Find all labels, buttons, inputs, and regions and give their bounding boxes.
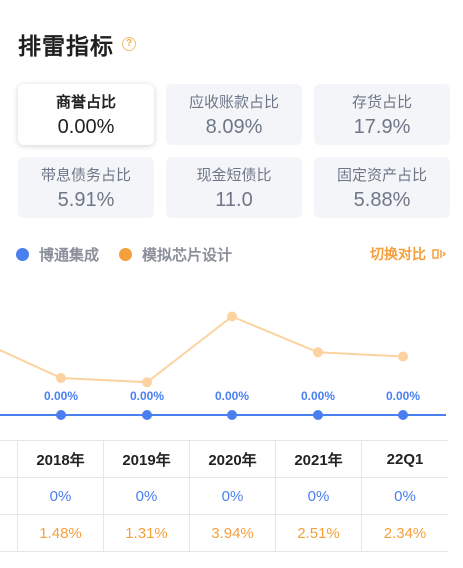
table-cell-empty: [0, 515, 18, 551]
data-point-company: [313, 410, 323, 420]
table-cell: 3.94%: [190, 515, 276, 551]
data-point-industry: [398, 351, 408, 362]
table-header-cell: 2021年: [276, 441, 362, 477]
table-cell: 0%: [276, 478, 362, 514]
data-point-industry: [56, 373, 66, 383]
table-cell: 0%: [104, 478, 190, 514]
table-header-row: 2018年 2019年 2020年 2021年 22Q1: [0, 441, 448, 478]
table-cell: 1.48%: [18, 515, 104, 551]
card-value: 8.09%: [205, 115, 263, 138]
question-circle-icon[interactable]: ?: [122, 37, 136, 51]
table-cell: 0%: [394, 487, 416, 505]
table-cell: 1.31%: [104, 515, 190, 551]
table-row: 0% 0% 0% 0% 0%: [0, 478, 448, 515]
card-value: 17.9%: [353, 115, 411, 138]
data-point-company: [227, 410, 237, 420]
card-label: 固定资产占比: [336, 166, 427, 184]
card-label: 应收账款占比: [188, 93, 279, 111]
data-point-company: [398, 410, 408, 420]
table-cell-empty: [0, 441, 18, 477]
data-point-industry: [227, 311, 237, 322]
data-point-industry: [142, 377, 152, 388]
table-cell: 0%: [18, 478, 104, 514]
legend-item-industry[interactable]: 模拟芯片设计: [119, 244, 232, 265]
card-cash-short-debt-ratio[interactable]: 现金短债比 11.0: [166, 157, 302, 218]
card-interest-debt-ratio[interactable]: 带息债务占比 5.91%: [18, 157, 154, 218]
card-label: 存货占比: [351, 93, 412, 111]
data-table: 2018年 2019年 2020年 2021年 22Q1 0% 0% 0% 0%…: [0, 440, 448, 552]
data-label-company: 0.00%: [215, 389, 249, 403]
page-title: 排雷指标: [18, 33, 114, 59]
table-cell-empty: [0, 478, 18, 514]
line-chart-svg: 0.00% 0.00% 0.00% 0.00% 0.00%: [0, 311, 446, 420]
card-fixed-assets-ratio[interactable]: 固定资产占比 5.88%: [314, 157, 450, 218]
data-label-company: 0.00%: [386, 389, 420, 403]
card-label: 带息债务占比: [40, 166, 131, 184]
card-value: 5.91%: [57, 188, 115, 211]
table-row: 1.48% 1.31% 3.94% 2.51% 2.34%: [0, 515, 448, 552]
card-receivables-ratio[interactable]: 应收账款占比 8.09%: [166, 84, 302, 145]
card-label: 商誉占比: [55, 93, 116, 111]
table-cell: 2.51%: [276, 515, 362, 551]
indicator-cards: 商誉占比 0.00% 应收账款占比 8.09% 存货占比 17.9% 带息债务占…: [18, 84, 450, 218]
table-header-cell: 2018年: [18, 441, 104, 477]
series-line-industry: [0, 315, 404, 384]
data-point-company: [142, 410, 152, 420]
switch-compare-button[interactable]: 切换对比: [370, 244, 446, 264]
table-header-cell: 2019年: [104, 441, 190, 477]
switch-compare-label: 切换对比: [370, 246, 426, 262]
data-point-industry: [313, 347, 323, 358]
chart-legend: 博通集成 模拟芯片设计 切换对比: [16, 243, 446, 265]
table-header-cell: 22Q1: [386, 450, 424, 468]
data-label-company: 0.00%: [44, 389, 78, 403]
header: 排雷指标 ?: [18, 26, 136, 62]
legend-item-company[interactable]: 博通集成: [16, 244, 99, 265]
card-value: 11.0: [215, 188, 253, 211]
line-chart: 0.00% 0.00% 0.00% 0.00% 0.00%: [0, 280, 463, 430]
data-label-company: 0.00%: [130, 389, 164, 403]
swap-icon: [432, 249, 446, 259]
table-cell: 0%: [190, 478, 276, 514]
table-header-cell: 2020年: [190, 441, 276, 477]
legend-dot: [119, 247, 133, 261]
legend-label: 博通集成: [39, 246, 100, 264]
data-label-company: 0.00%: [301, 389, 335, 403]
card-goodwill-ratio[interactable]: 商誉占比 0.00%: [18, 84, 154, 145]
data-point-company: [56, 410, 66, 420]
card-label: 现金短债比: [196, 166, 272, 184]
card-value: 5.88%: [353, 188, 411, 211]
legend-dot: [16, 247, 29, 261]
legend-label: 模拟芯片设计: [142, 246, 233, 264]
card-inventory-ratio[interactable]: 存货占比 17.9%: [314, 84, 450, 145]
card-value: 0.00%: [57, 115, 115, 138]
table-cell: 2.34%: [383, 524, 427, 542]
